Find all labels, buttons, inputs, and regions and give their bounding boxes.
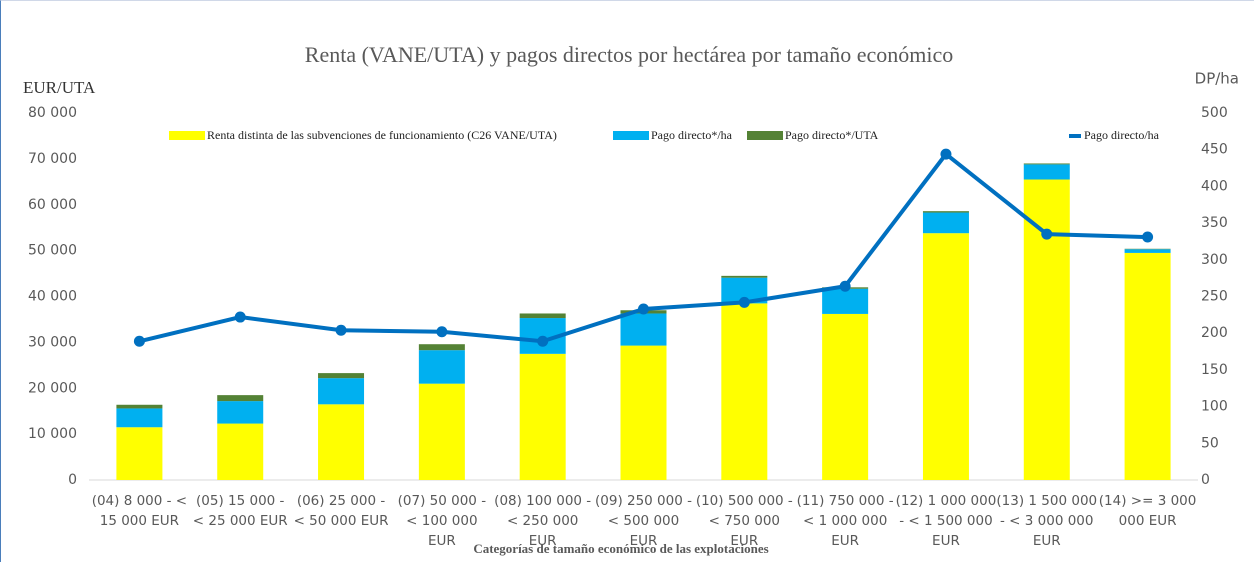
bar-segment: [519, 313, 566, 319]
bar-segment: [318, 404, 365, 480]
bar-segment: [217, 423, 264, 480]
bar-segment: [1023, 164, 1070, 180]
bar-segment: [116, 404, 163, 409]
y-tick-label: 80 000: [28, 105, 77, 121]
bar-segment: [1023, 179, 1070, 481]
x-tick-label: (04) 8 000 - < 15 000 EUR: [91, 493, 188, 529]
y2-tick-label: 100: [1201, 399, 1228, 415]
line-point: [537, 335, 549, 347]
x-axis-label: Categorías de tamaño económico de las ex…: [473, 541, 768, 556]
bar-segment: [922, 212, 969, 234]
legend-label: Pago directo*/ha: [651, 128, 733, 142]
y2-tick-label: 500: [1201, 105, 1228, 121]
bar-segment: [418, 344, 465, 351]
line-point: [638, 303, 649, 315]
y-tick-label: 70 000: [28, 151, 77, 167]
x-tick-label: (08) 100 000 - < 250 000 EUR: [494, 493, 592, 549]
bar-segment: [822, 313, 869, 480]
bar-segment: [1023, 163, 1070, 165]
line-point: [335, 324, 347, 336]
x-tick-label: (07) 50 000 - < 100 000 EUR: [397, 493, 487, 549]
legend-label: Pago directo/ha: [1084, 128, 1160, 142]
y2-tick-label: 150: [1201, 362, 1228, 378]
bar-segment: [922, 233, 969, 480]
bar-segment: [620, 313, 667, 346]
y-tick-label: 20 000: [28, 380, 77, 396]
bar-segment: [217, 401, 264, 424]
line-point: [738, 296, 750, 308]
line-point: [436, 326, 448, 338]
legend-swatch: [747, 131, 783, 140]
y-tick-label: 40 000: [28, 289, 77, 305]
x-tick-label: (09) 250 000 - < 500 000 EUR: [595, 493, 692, 549]
bar-segment: [519, 353, 566, 480]
x-tick-label: (06) 25 000 - < 50 000 EUR: [293, 493, 389, 529]
line-point: [839, 280, 851, 292]
y2-tick-label: 50: [1201, 435, 1219, 451]
line-point: [1142, 231, 1154, 243]
x-tick-label: (11) 750 000 - < 1 000 000 EUR: [796, 493, 894, 549]
bar-segment: [1124, 252, 1171, 480]
bar-segment: [620, 345, 667, 480]
y2-tick-label: 0: [1201, 472, 1210, 488]
y-tick-label: 10 000: [28, 426, 77, 442]
bar-segment: [318, 378, 365, 405]
y-tick-label: 50 000: [28, 243, 77, 259]
chart-title: Renta (VANE/UTA) y pagos directos por he…: [305, 42, 953, 67]
y2-tick-label: 200: [1201, 325, 1228, 341]
legend-swatch: [169, 131, 205, 140]
y-tick-label: 60 000: [28, 197, 77, 213]
y2-tick-label: 250: [1201, 289, 1228, 305]
line-point: [133, 335, 145, 347]
line-point: [234, 311, 246, 323]
y-axis-label: EUR/UTA: [23, 78, 96, 97]
bar-segment: [922, 211, 969, 213]
bar-segment: [721, 303, 768, 480]
y-tick-label: 30 000: [28, 334, 77, 350]
bar-segment: [721, 275, 768, 278]
bar-segment: [418, 350, 465, 384]
y2-axis-label: DP/ha: [1195, 70, 1239, 88]
x-tick-label: (10) 500 000 - < 750 000 EUR: [695, 493, 793, 549]
y2-tick-label: 450: [1201, 142, 1228, 158]
line-point: [1041, 228, 1053, 240]
y2-tick-label: 300: [1201, 252, 1228, 268]
y2-tick-label: 350: [1201, 215, 1228, 231]
bar-segment: [822, 288, 869, 314]
bar-segment: [116, 427, 163, 480]
legend-label: Pago directo*/UTA: [785, 128, 879, 142]
bar-segment: [217, 395, 264, 402]
y-tick-label: 0: [68, 472, 77, 488]
line-point: [940, 148, 952, 160]
bar-segment: [318, 373, 365, 379]
legend-label: Renta distinta de las subvenciones de fu…: [207, 128, 557, 142]
x-tick-label: (05) 15 000 - < 25 000 EUR: [192, 493, 288, 529]
bar-segment: [1124, 249, 1171, 253]
bar-segment: [418, 383, 465, 480]
bar-segment: [116, 408, 163, 428]
x-tick-label: (13) 1 500 000 - < 3 000 000 EUR: [996, 493, 1098, 549]
x-tick-label: (12) 1 000 000 - < 1 500 000 EUR: [895, 493, 997, 549]
x-tick-label: (14) >= 3 000 000 EUR: [1098, 493, 1197, 529]
y2-tick-label: 400: [1201, 178, 1228, 194]
legend-swatch: [613, 131, 649, 140]
